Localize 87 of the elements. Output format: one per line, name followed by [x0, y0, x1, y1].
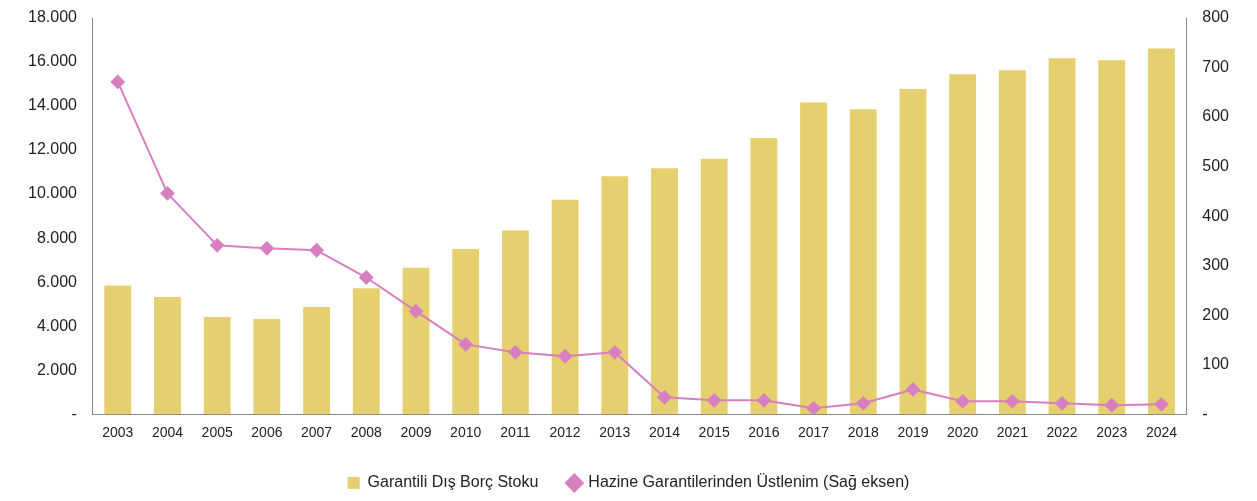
y2-tick-label: -	[1202, 404, 1208, 422]
bar	[352, 288, 380, 415]
point	[558, 349, 573, 364]
legend-label: Garantili Dış Borç Stoku	[367, 473, 539, 491]
bar	[551, 199, 579, 415]
x-tick-label: 2008	[350, 424, 383, 441]
x-tick-label: 2019	[897, 424, 929, 441]
x-tick-label: 2023	[1096, 424, 1128, 441]
point	[160, 186, 175, 201]
point	[756, 393, 771, 408]
bar	[452, 249, 480, 415]
point	[359, 270, 374, 285]
y2-tick-label: 100	[1202, 355, 1230, 373]
bar	[949, 74, 977, 415]
bar	[104, 285, 132, 415]
x-tick-label: 2004	[151, 424, 184, 441]
point	[408, 304, 423, 319]
x-tick-label: 2009	[400, 424, 432, 441]
y2-tick-label: 300	[1202, 256, 1230, 274]
x-tick-label: 2014	[648, 424, 681, 441]
point	[707, 393, 722, 408]
x-tick-label: 2022	[1046, 424, 1078, 441]
bar	[998, 70, 1026, 415]
bar	[750, 137, 778, 415]
bar	[601, 176, 629, 415]
y2-tick-label: 700	[1202, 57, 1230, 75]
y-tick-label: 8.000	[36, 228, 78, 246]
y-tick-label: 10.000	[28, 184, 78, 202]
point	[458, 337, 473, 352]
y-tick-label: 4.000	[36, 316, 78, 334]
bar	[501, 230, 529, 415]
point	[1005, 394, 1020, 409]
x-tick-label: 2018	[847, 424, 880, 441]
y2-tick-label: 400	[1202, 206, 1230, 224]
x-tick-label: 2020	[947, 424, 979, 441]
point	[905, 382, 920, 397]
y2-tick-label: 800	[1202, 8, 1230, 26]
x-tick-label: 2007	[301, 424, 333, 441]
bar	[651, 168, 678, 415]
bar	[899, 88, 927, 415]
x-tick-label: 2024	[1145, 424, 1178, 441]
x-tick-label: 2015	[698, 424, 730, 441]
x-tick-label: 2012	[549, 424, 581, 441]
bar	[154, 297, 181, 415]
point	[309, 243, 324, 258]
point	[806, 401, 821, 415]
y-tick-label: 18.000	[28, 8, 78, 26]
x-tick-label: 2003	[102, 424, 134, 441]
point	[508, 345, 523, 360]
y2-tick-label: 200	[1202, 305, 1230, 323]
x-tick-label: 2010	[450, 424, 482, 441]
point	[657, 390, 672, 405]
x-tick-label: 2005	[201, 424, 233, 441]
bar	[1148, 48, 1175, 415]
y-tick-label: 2.000	[36, 360, 78, 378]
point	[955, 394, 970, 409]
x-tick-label: 2017	[797, 424, 830, 441]
x-tick-label: 2021	[996, 424, 1029, 441]
y-tick-label: 14.000	[28, 96, 78, 114]
bar	[849, 109, 877, 415]
point	[1055, 396, 1070, 411]
y-tick-label: -	[71, 404, 77, 422]
y-tick-label: 6.000	[36, 272, 78, 290]
bar	[700, 158, 728, 415]
bar	[800, 102, 827, 415]
point	[1104, 398, 1119, 413]
x-tick-label: 2006	[251, 424, 283, 441]
x-tick-label: 2011	[500, 424, 531, 441]
y-tick-label: 16.000	[28, 52, 78, 70]
bar	[402, 267, 430, 415]
y2-tick-label: 500	[1202, 156, 1230, 174]
x-tick-label: 2016	[748, 424, 780, 441]
bar	[1098, 60, 1126, 415]
bar	[203, 316, 231, 415]
bar	[1048, 58, 1076, 415]
bar	[303, 307, 330, 415]
point	[110, 74, 125, 89]
point	[1154, 397, 1169, 412]
y2-tick-label: 600	[1202, 107, 1230, 125]
point	[259, 241, 274, 256]
point	[607, 345, 622, 360]
legend-label: Hazine Garantilerinden Üstlenim (Sağ eksen)	[588, 473, 910, 491]
bar	[253, 318, 281, 415]
y-tick-label: 12.000	[28, 140, 78, 158]
point	[856, 396, 871, 411]
point	[210, 238, 225, 253]
x-tick-label: 2013	[599, 424, 631, 441]
